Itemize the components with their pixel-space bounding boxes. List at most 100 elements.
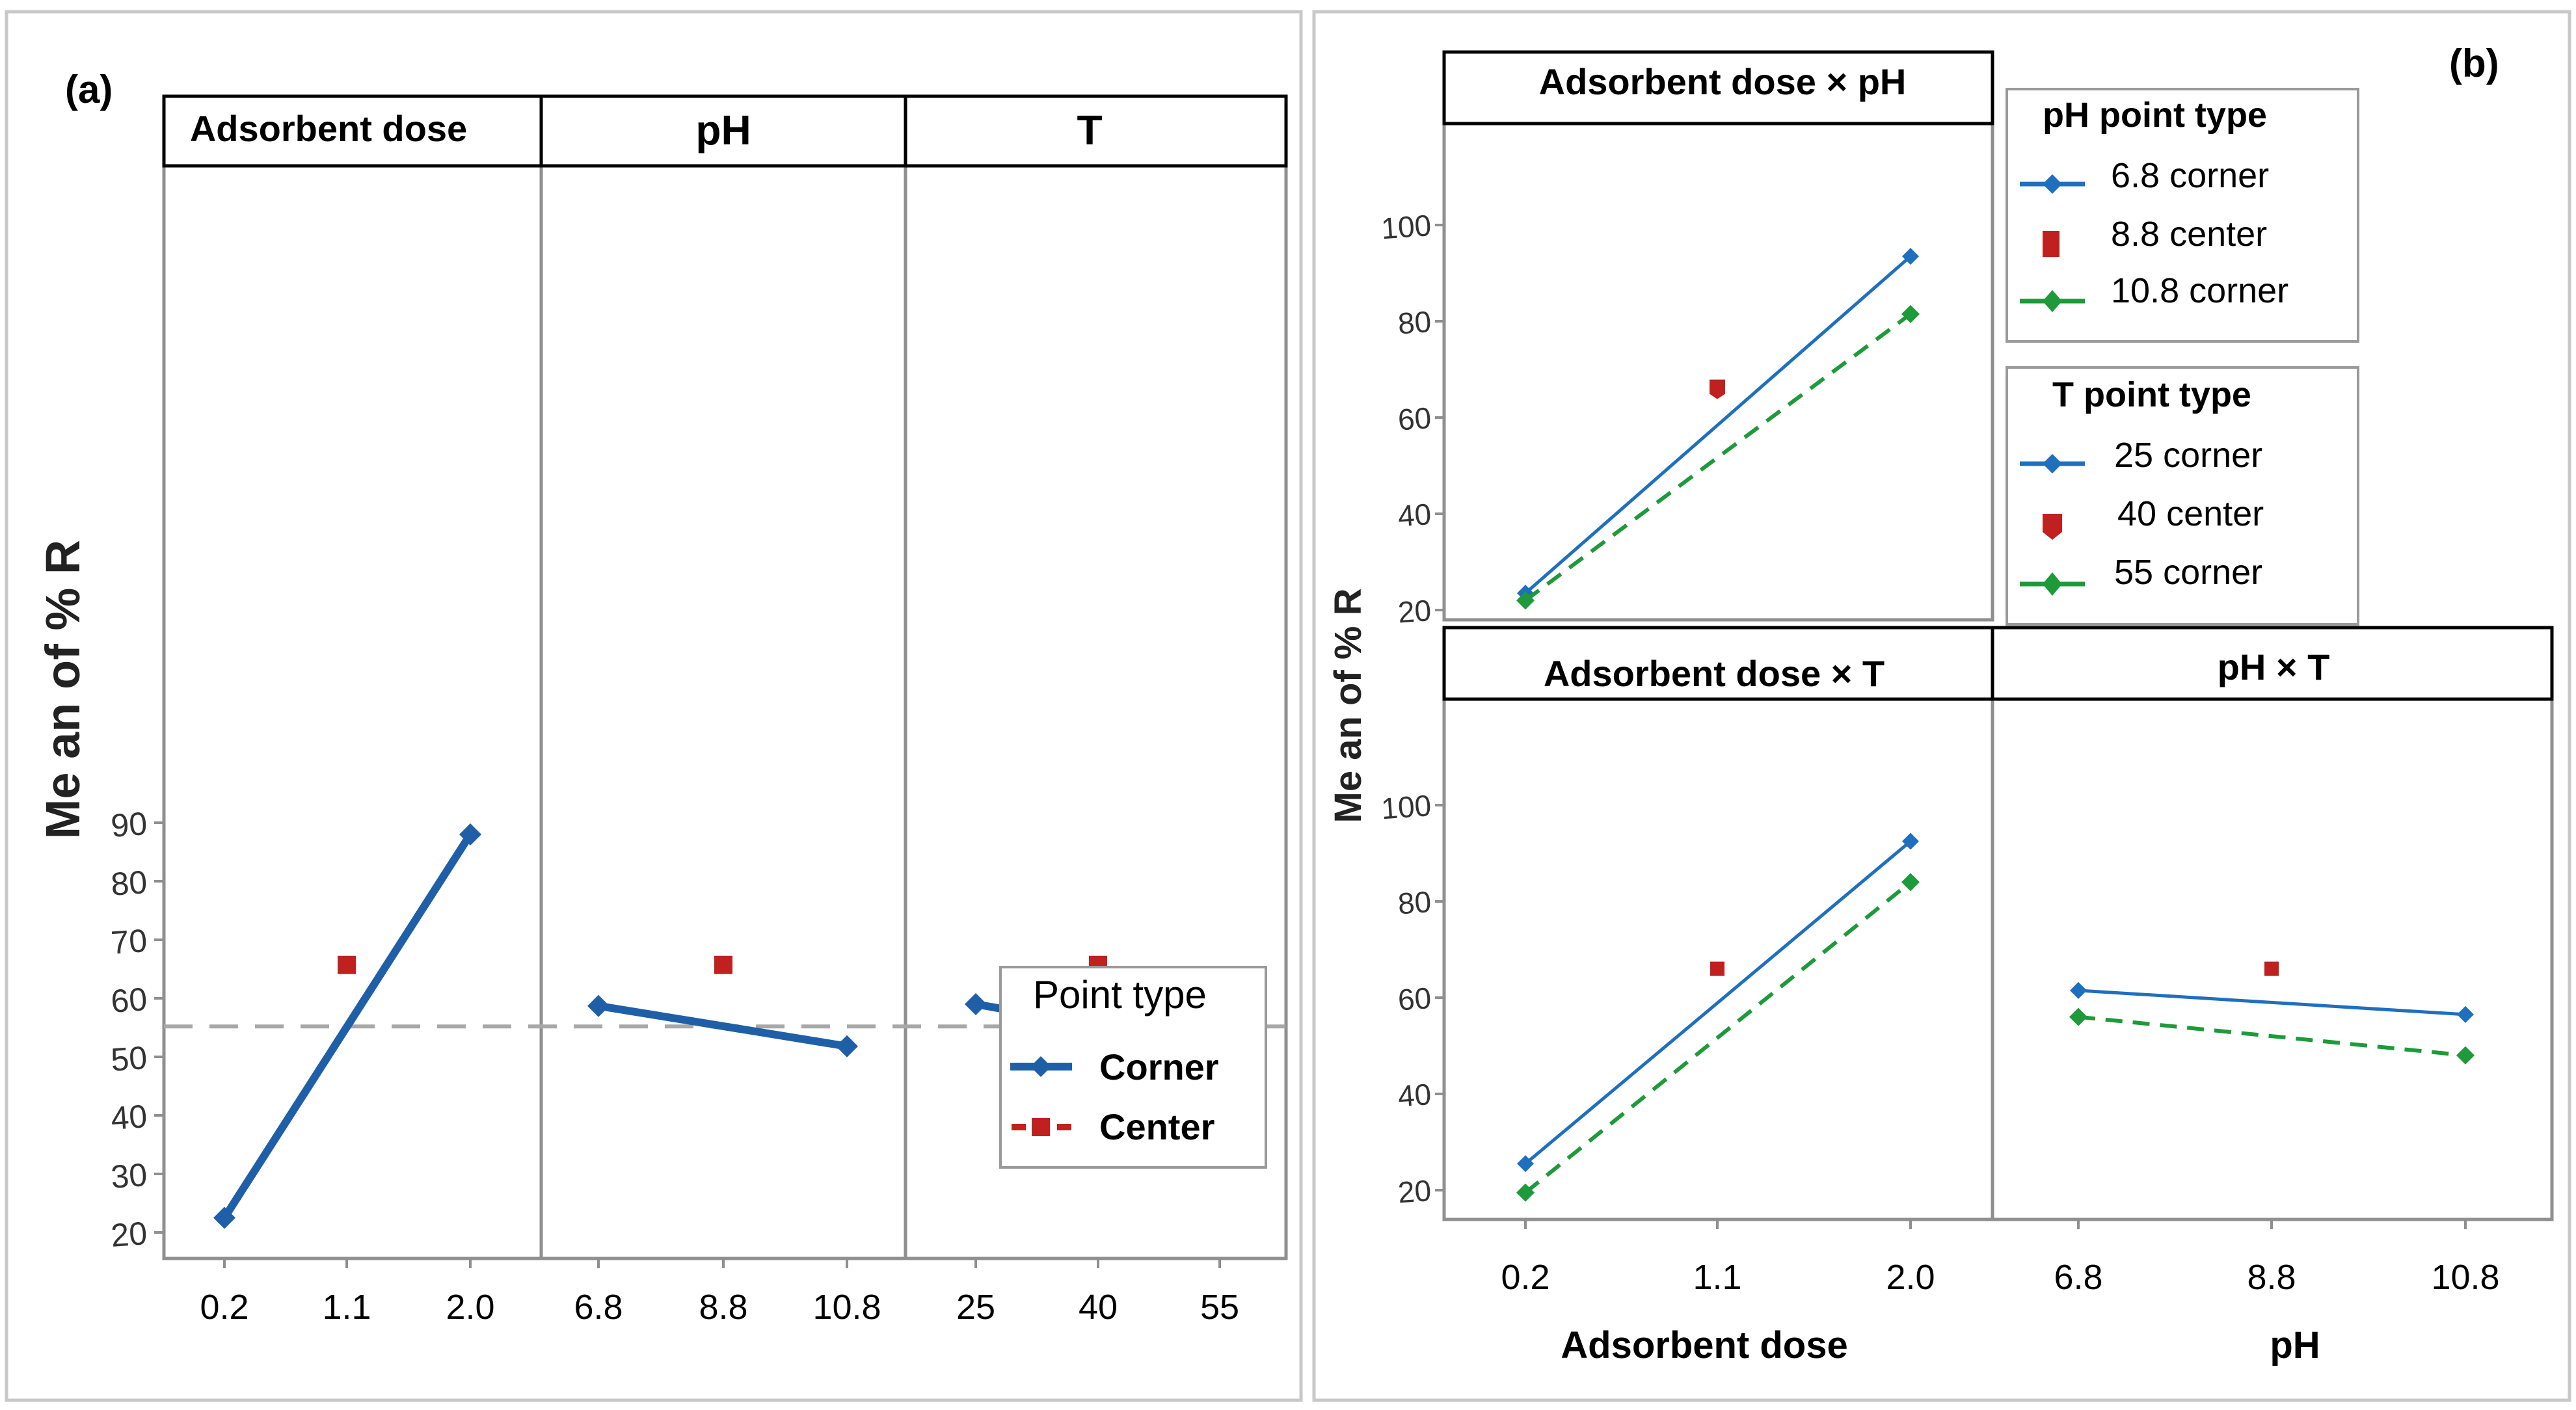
low-level-point-marker [1902,248,1919,265]
low-level-series-line [1524,255,1912,594]
low-level-series-line [2078,989,2466,1017]
high-level-point-marker [2456,1046,2475,1065]
facet-header-ph-t [1991,626,2554,701]
y-tick-label: 70 [110,922,148,961]
x-tick-label: 0.2 [1501,1258,1550,1297]
y-tick-label: 60 [110,981,148,1020]
corner-legend-marker [1030,1056,1051,1077]
facet-header-adsorbent-dose [162,94,543,168]
high-level-point-marker [2069,1007,2087,1026]
x-tick-label: 6.8 [2054,1258,2102,1297]
legend-item-label: 40 center [2117,494,2264,533]
low-level-point-marker [2070,981,2087,999]
panel-b-label: (b) [2449,42,2499,85]
panel-b-plot-area-bottom [1442,697,2554,1221]
y-tick-label: 40 [110,1098,148,1137]
ph-108-legend-marker [2043,290,2062,312]
x-tick-label: 55 [1200,1288,1239,1327]
center-point-marker [1710,379,1725,399]
legend-item-label: 10.8 corner [2111,271,2288,310]
high-level-point-marker [1901,304,1920,323]
t-legend: T point type 25 corner 40 center 55 corn… [2006,366,2359,626]
y-tick-label: 80 [110,864,148,903]
panel-b-plot-area-top [1442,122,1994,622]
panel-b-series [1516,248,2475,1202]
facet-title: pH × T [2218,646,2330,687]
high-level-point-marker [1516,591,1535,610]
x-axis-label: pH [2270,1324,2320,1366]
x-tick-label: 1.1 [1693,1258,1741,1297]
center-point-marker [714,955,732,974]
ph-68-legend-marker [2043,174,2062,194]
facet-title: Adsorbent dose × pH [1539,61,1907,102]
x-tick-label: 40 [1079,1288,1118,1327]
x-tick-label: 10.8 [812,1288,881,1327]
x-tick-label: 10.8 [2431,1258,2499,1297]
legend-box [2006,366,2359,626]
y-tick-label: 80 [1397,885,1432,920]
x-tick-label: 1.1 [322,1288,371,1327]
ph-88-legend-marker [2043,231,2059,257]
x-tick-label: 2.0 [446,1288,494,1327]
y-tick-label: 90 [110,805,148,844]
ph-legend: pH point type 6.8 corner 8.8 center 10.8… [2006,88,2359,343]
y-tick-label: 20 [1397,593,1432,629]
facet-title: pH [695,107,751,153]
corner-point-marker [587,994,610,1017]
x-tick-label: 8.8 [699,1288,747,1327]
high-level-series-line [1524,881,1912,1195]
corner-series-line [598,1002,848,1050]
legend-item-label: 6.8 corner [2111,156,2269,195]
facet-header-dose-ph [1442,50,1994,126]
x-tick-label: 2.0 [1886,1258,1935,1297]
high-level-point-marker [1901,873,1920,892]
panel-b: (b) Adsorbent dose × pH Adsorbent dose ×… [1327,42,2554,1366]
y-tick-label: 40 [1397,497,1432,533]
low-level-series-line [1524,840,1912,1165]
center-point-marker [1710,961,1724,976]
y-tick-label: 20 [1397,1173,1432,1209]
corner-point-marker [459,823,481,845]
y-tick-label: 60 [1397,401,1432,436]
panel-b-ticks: 20 40 60 80 100 20 40 60 80 100 0.2 1.1 2.0 6.8 8.8 10.… [1380,208,2500,1297]
center-legend-marker [1032,1118,1050,1136]
t-55-legend-marker [2043,572,2062,596]
legend-title: T point type [2052,375,2251,414]
t-25-legend-marker [2043,454,2062,473]
corner-series-line [221,832,474,1220]
facet-title: Adsorbent dose × T [1544,653,1885,694]
x-tick-label: 25 [956,1288,995,1327]
x-axis-label: Adsorbent dose [1561,1324,1848,1366]
panel-a: (a) Adsorbent dose pH T Me an of % R 20 3… [36,68,1288,1327]
center-point-marker [338,955,356,974]
y-axis-label: Me an of % R [1327,589,1369,823]
corner-point-marker [836,1035,858,1058]
legend-item-label: Center [1099,1106,1214,1147]
legend-title: Point type [1033,973,1207,1017]
facet-title: Adsorbent dose [190,108,467,149]
legend-title: pH point type [2043,96,2267,135]
facet-header-t [904,94,1288,168]
high-level-point-marker [1516,1183,1535,1202]
low-level-point-marker [1902,832,1919,850]
y-tick-label: 100 [1380,208,1432,245]
y-tick-label: 40 [1397,1077,1432,1113]
y-tick-label: 50 [110,1039,148,1078]
y-tick-label: 100 [1380,788,1432,825]
y-tick-label: 80 [1397,304,1432,340]
y-tick-label: 20 [110,1215,148,1254]
x-tick-label: 6.8 [574,1288,623,1327]
panel-a-label: (a) [65,68,113,111]
legend-item-label: 8.8 center [2111,215,2267,254]
panel-a-legend: Point type Corner Center [999,966,1267,1169]
corner-point-marker [213,1206,235,1229]
y-axis-label: Me an of % R [36,540,90,839]
y-tick-label: 30 [110,1156,148,1195]
legend-item-label: Corner [1099,1046,1219,1087]
legend-item-label: 55 corner [2114,553,2262,592]
center-point-marker [2264,961,2279,976]
legend-item-label: 25 corner [2114,436,2262,475]
corner-point-marker [965,993,987,1015]
low-level-point-marker [2457,1005,2474,1023]
